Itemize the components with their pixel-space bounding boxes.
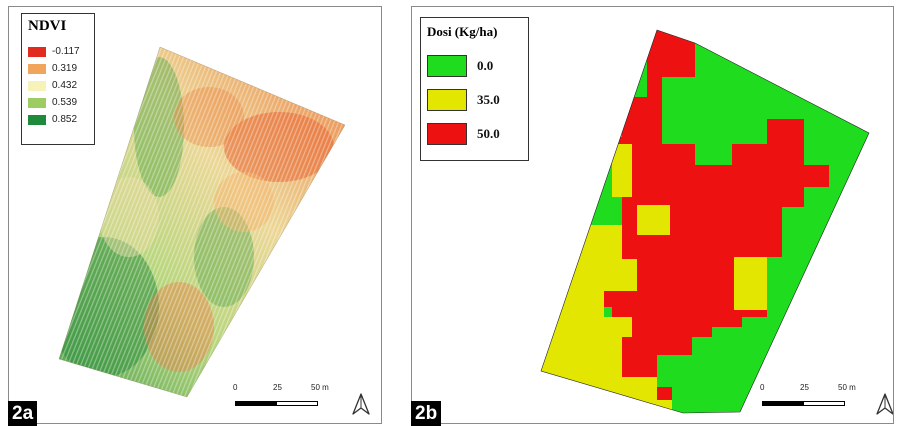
north-arrow-icon <box>352 393 370 415</box>
scale-bar: 0 25 50 m <box>233 383 329 419</box>
dose-legend-item: 0.0 <box>427 49 522 83</box>
scale-tick-label: 25 <box>800 383 809 392</box>
ndvi-legend-title: NDVI <box>28 18 67 34</box>
dose-legend: Dosi (Kg/ha) 0.0 35.0 50.0 <box>420 17 529 161</box>
legend-value: 0.432 <box>52 80 78 91</box>
ndvi-legend: NDVI -0.117 0.319 0.432 0.539 0.852 <box>21 13 95 145</box>
legend-value: 0.539 <box>52 97 78 108</box>
legend-swatch <box>427 89 467 111</box>
panel-label: 2b <box>411 401 442 426</box>
dose-map <box>540 29 870 414</box>
legend-value: -0.117 <box>52 46 80 57</box>
zone-dose-35 <box>637 205 670 235</box>
legend-value: 0.852 <box>52 114 78 125</box>
ndvi-legend-item: 0.539 <box>28 94 88 111</box>
scale-bar-segment <box>235 401 277 406</box>
zone-dose-35 <box>612 144 632 197</box>
legend-swatch <box>28 114 46 125</box>
legend-swatch <box>28 80 46 91</box>
scale-tick-label: 0 <box>233 383 238 392</box>
legend-value: 35.0 <box>477 92 500 107</box>
scale-tick-label: 50 m <box>838 383 856 392</box>
legend-swatch <box>28 63 46 74</box>
legend-value: 0.319 <box>52 63 78 74</box>
zone-dose-50 <box>602 30 829 413</box>
north-arrow-icon <box>876 393 893 415</box>
legend-value: 50.0 <box>477 126 500 141</box>
scale-tick-label: 0 <box>760 383 765 392</box>
legend-value: 0.0 <box>477 58 494 73</box>
zone-dose-0 <box>657 337 712 413</box>
scale-bar-segment <box>803 401 845 406</box>
ndvi-legend-item: 0.852 <box>28 111 88 128</box>
scale-bar-segment <box>762 401 804 406</box>
scale-bar-segment <box>276 401 318 406</box>
dose-map-panel: Dosi (Kg/ha) 0.0 35.0 50.0 0 25 50 m <box>411 6 894 424</box>
ndvi-raster <box>59 47 345 397</box>
dose-legend-item: 50.0 <box>427 117 522 151</box>
dose-zones <box>541 30 869 413</box>
legend-swatch <box>427 55 467 77</box>
legend-swatch <box>28 46 46 57</box>
panel-label: 2a <box>8 401 38 426</box>
zone-dose-35 <box>734 257 767 310</box>
ndvi-legend-item: -0.117 <box>28 43 88 60</box>
ndvi-map <box>58 46 346 398</box>
scale-tick-label: 50 m <box>311 383 329 392</box>
dose-legend-title: Dosi (Kg/ha) <box>427 24 498 39</box>
ndvi-map-panel: NDVI -0.117 0.319 0.432 0.539 0.852 0 25… <box>8 6 382 424</box>
scale-bar: 0 25 50 m <box>760 383 856 419</box>
ndvi-legend-item: 0.432 <box>28 77 88 94</box>
scale-tick-label: 25 <box>273 383 282 392</box>
ndvi-legend-item: 0.319 <box>28 60 88 77</box>
legend-swatch <box>28 97 46 108</box>
legend-swatch <box>427 123 467 145</box>
dose-legend-item: 35.0 <box>427 83 522 117</box>
